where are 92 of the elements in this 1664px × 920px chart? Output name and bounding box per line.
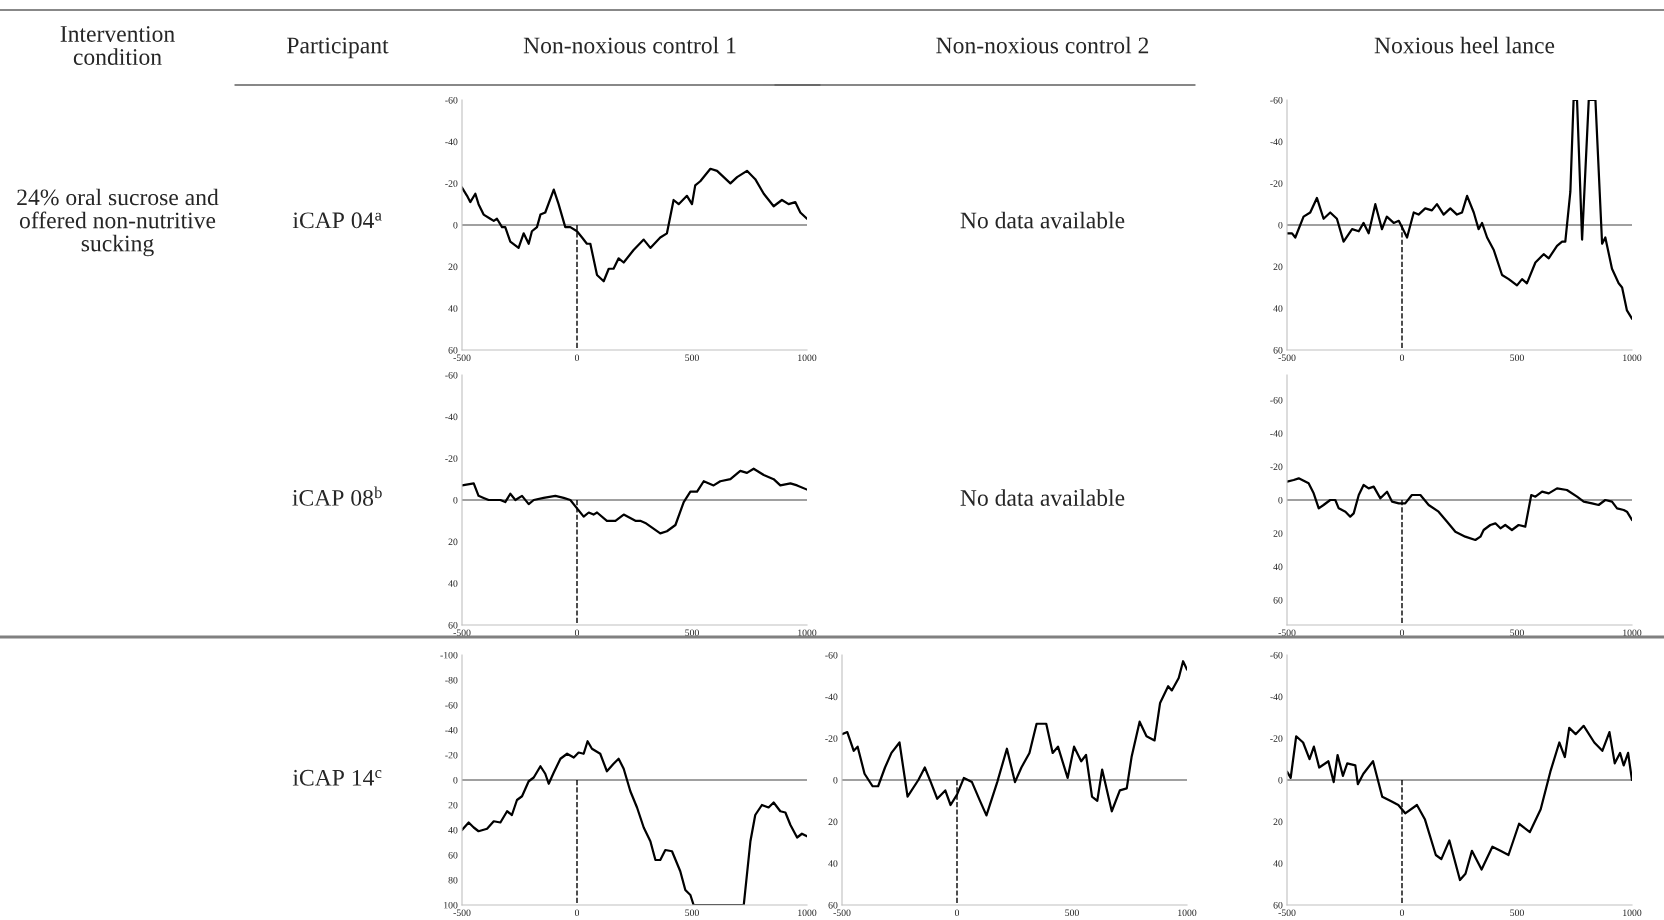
y-tick-label: -100 [440, 651, 458, 659]
y-tick-label: -60 [445, 701, 458, 709]
text: iCAP 14$^{c}$ [292, 769, 382, 786]
x-tick-label: 0 [954, 909, 960, 917]
y-tick-label: 0 [1278, 496, 1283, 504]
y-tick-label: -60 [825, 651, 838, 659]
y-tick-label: -40 [1270, 138, 1283, 146]
text: Participant [287, 37, 389, 59]
x-tick-label: 0 [574, 354, 580, 362]
x-tick-label: 500 [685, 354, 699, 362]
y-tick-label: -40 [445, 726, 458, 734]
y-tick-label: -40 [445, 413, 458, 421]
y-tick-label: 100 [444, 901, 458, 909]
x-tick-label: -500 [1278, 909, 1296, 917]
y-tick-label: -40 [1270, 693, 1283, 701]
text: Noxious heel lance [1374, 36, 1555, 54]
x-tick-label: 0 [1399, 629, 1405, 637]
y-tick-label: 0 [453, 776, 458, 784]
x-tick-label: -500 [1278, 354, 1296, 362]
y-tick-label: 60 [448, 621, 458, 629]
x-tick-label: 500 [1510, 354, 1524, 362]
y-tick-label: 40 [1273, 563, 1283, 571]
x-tick-label: 500 [685, 909, 699, 917]
y-tick-label: 20 [1273, 263, 1283, 271]
y-tick-label: 40 [1273, 860, 1283, 867]
y-tick-label: 40 [448, 826, 458, 834]
y-tick-label: 0 [1278, 221, 1283, 229]
y-tick-label: -80 [445, 676, 458, 684]
y-tick-label: 40 [1273, 305, 1283, 312]
y-tick-label: -60 [1270, 396, 1283, 404]
y-tick-label: 20 [448, 801, 458, 809]
x-tick-label: 500 [1510, 629, 1524, 637]
y-tick-label: 60 [1273, 901, 1283, 909]
y-tick-label: -60 [445, 371, 458, 379]
y-tick-label: 0 [833, 776, 838, 784]
y-tick-label: 40 [448, 580, 458, 587]
y-tick-label: -20 [445, 751, 458, 759]
y-tick-label: 60 [1273, 596, 1283, 604]
y-tick-label: -40 [825, 693, 838, 701]
x-tick-label: 1000 [798, 354, 817, 362]
text: 24% oral sucrose and offered non-nutritive sucking [17, 188, 219, 257]
y-tick-label: -20 [445, 455, 458, 462]
y-tick-label: 40 [448, 305, 458, 312]
y-tick-label: -20 [445, 180, 458, 187]
y-tick-label: -20 [1270, 463, 1283, 471]
y-tick-label: 60 [448, 346, 458, 354]
x-tick-label: 0 [574, 629, 580, 637]
y-tick-label: 60 [1273, 346, 1283, 354]
y-tick-label: 40 [828, 860, 838, 867]
y-tick-label: 0 [453, 221, 458, 229]
x-tick-label: 0 [574, 909, 580, 917]
y-tick-label: -20 [1270, 180, 1283, 187]
y-tick-label: -60 [445, 96, 458, 104]
x-tick-label: 1000 [1623, 909, 1642, 917]
x-tick-label: -500 [453, 354, 471, 362]
y-tick-label: -40 [1270, 430, 1283, 437]
x-tick-label: 1000 [798, 909, 817, 917]
y-tick-label: -40 [445, 138, 458, 146]
y-tick-label: 20 [1273, 818, 1283, 826]
text: iCAP 04$^{a}$ [292, 212, 382, 229]
y-tick-label: 80 [448, 876, 458, 884]
x-tick-label: -500 [453, 909, 471, 917]
text: Non-noxious control 1 [523, 36, 736, 54]
text: Non-noxious control 2 [936, 36, 1149, 54]
x-tick-label: 1000 [1623, 354, 1642, 362]
x-tick-label: 0 [1399, 909, 1405, 917]
x-tick-label: 500 [1065, 909, 1079, 917]
y-tick-label: -60 [1270, 651, 1283, 659]
y-tick-label: -20 [1270, 735, 1283, 742]
x-tick-label: 500 [1510, 909, 1524, 917]
x-tick-label: 1000 [1623, 629, 1642, 637]
text: Intervention condition [60, 26, 175, 65]
x-tick-label: -500 [833, 909, 851, 917]
x-tick-label: 1000 [1178, 909, 1197, 917]
text: No data available [960, 211, 1125, 229]
y-tick-label: 60 [828, 901, 838, 909]
text: No data available [960, 489, 1125, 506]
x-tick-label: 500 [685, 629, 699, 637]
y-tick-label: -60 [1270, 96, 1283, 104]
y-tick-label: 20 [1273, 530, 1283, 537]
x-tick-label: 1000 [798, 629, 817, 637]
y-tick-label: 20 [448, 263, 458, 271]
x-tick-label: 0 [1399, 354, 1405, 362]
y-tick-label: 0 [453, 496, 458, 504]
y-tick-label: 60 [448, 851, 458, 859]
x-tick-label: -500 [453, 629, 471, 637]
x-tick-label: -500 [1278, 629, 1296, 637]
text: iCAP 08$^{b}$ [292, 486, 382, 506]
y-tick-label: 20 [448, 538, 458, 546]
y-tick-label: 0 [1278, 776, 1283, 784]
y-tick-label: -20 [825, 735, 838, 742]
y-tick-label: 20 [828, 818, 838, 826]
